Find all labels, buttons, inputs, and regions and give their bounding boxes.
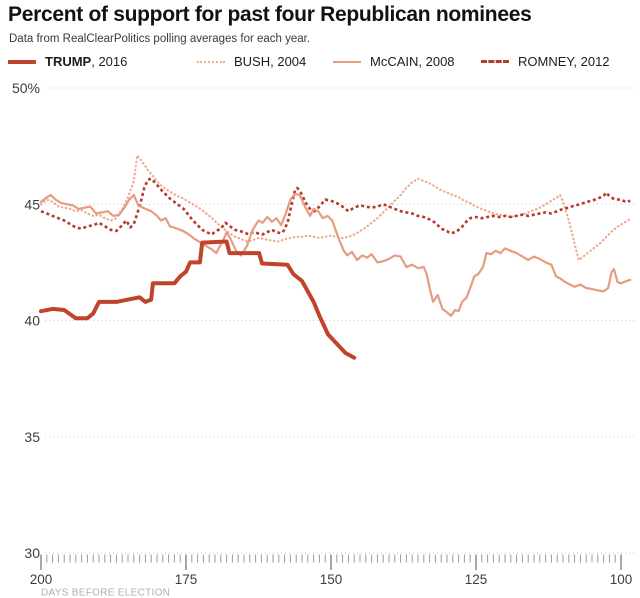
series-line-romney <box>40 177 631 236</box>
legend-year-romney: , 2012 <box>573 54 610 69</box>
legend-label-mccain: McCAIN <box>370 54 419 69</box>
legend-item-romney: ROMNEY, 2012 <box>481 53 610 70</box>
romney-line-swatch <box>481 60 509 63</box>
legend-item-bush: BUSH, 2004 <box>197 53 306 70</box>
legend-year-mccain: , 2008 <box>418 54 455 69</box>
x-tick-label-100: 100 <box>610 572 633 587</box>
y-tick-label-50: 50% <box>12 80 40 96</box>
series-line-mccain <box>39 192 632 317</box>
legend-item-trump: TRUMP, 2016 <box>8 53 127 70</box>
series-line-trump <box>39 239 357 360</box>
y-tick-label-45: 45 <box>24 196 40 212</box>
page-title: Percent of support for past four Republi… <box>8 3 532 26</box>
legend-label-trump: TRUMP <box>45 54 92 69</box>
y-tick-label-40: 40 <box>24 313 40 329</box>
mccain-line-swatch <box>333 60 361 63</box>
legend-year-trump: , 2016 <box>91 54 128 69</box>
x-tick-label-200: 200 <box>30 572 53 587</box>
x-tick-label-150: 150 <box>320 572 343 587</box>
legend-item-mccain: McCAIN, 2008 <box>333 53 455 70</box>
legend-label-bush: BUSH <box>234 54 271 69</box>
legend: TRUMP, 2016 BUSH, 2004 McCAIN, 2008 ROMN… <box>0 53 640 70</box>
bush-line-swatch <box>197 60 225 63</box>
legend-year-bush: , 2004 <box>270 54 307 69</box>
x-tick-label-125: 125 <box>465 572 488 587</box>
y-tick-label-30: 30 <box>24 545 40 561</box>
series-line-bush <box>39 154 631 262</box>
trump-line-swatch <box>8 59 36 64</box>
legend-label-romney: ROMNEY <box>518 54 574 69</box>
y-tick-label-35: 35 <box>24 429 40 445</box>
chart-subtitle: Data from RealClearPolitics polling aver… <box>9 33 311 45</box>
x-tick-label-175: 175 <box>175 572 198 587</box>
x-axis-caption: DAYS BEFORE ELECTION <box>41 588 170 598</box>
